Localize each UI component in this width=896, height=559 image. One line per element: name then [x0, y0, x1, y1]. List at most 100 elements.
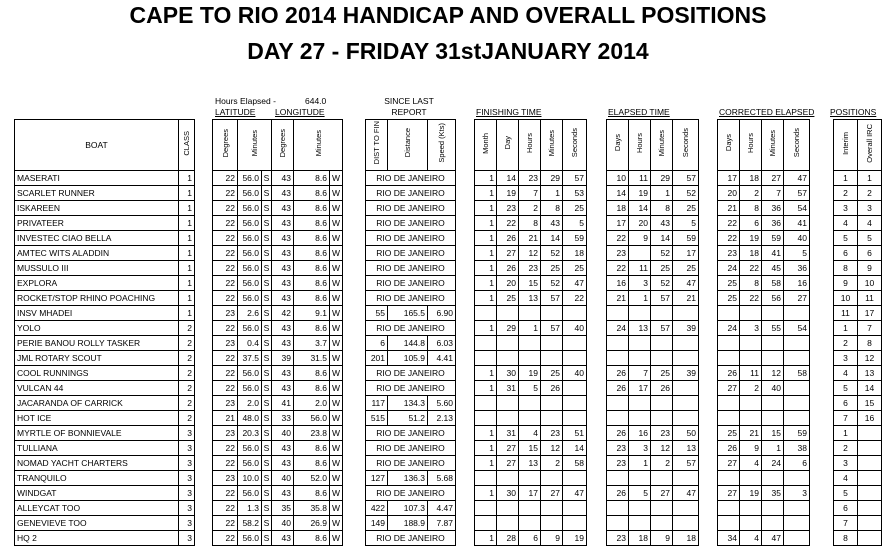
- table-row: [606, 410, 699, 426]
- finish-cell: [562, 305, 587, 321]
- fin-header-label: Month: [481, 132, 490, 154]
- table-row: 22 56.0 S 43 8.6 W: [212, 230, 343, 246]
- table-row: 27 19 35 3: [717, 485, 810, 501]
- elapsed-cell: 17: [672, 245, 699, 261]
- table-row: 22 19 59 40: [717, 230, 810, 246]
- lon-degrees: 43: [271, 260, 294, 276]
- table-row: [474, 335, 587, 351]
- table-row: 22 56.0 S 43 8.6 W: [212, 215, 343, 231]
- finish-cell: [496, 305, 519, 321]
- boat-name: JACARANDA OF CARRICK: [14, 395, 179, 411]
- table-row: 7: [833, 515, 882, 531]
- corrected-cell: [739, 470, 762, 486]
- finish-cell: 25: [562, 200, 587, 216]
- lon-hemisphere: W: [329, 215, 343, 231]
- lon-degrees: 43: [271, 455, 294, 471]
- boat-class: 3: [178, 515, 195, 531]
- corrected-cell: 3: [739, 320, 762, 336]
- boat-name: EXPLORA: [14, 275, 179, 291]
- finish-cell: [496, 395, 519, 411]
- finish-cell: 9: [540, 530, 563, 546]
- lat-minutes: 56.0: [237, 245, 262, 261]
- corrected-cell: [717, 335, 740, 351]
- dist-to-finish: 149: [365, 515, 388, 531]
- lat-minutes: 56.0: [237, 440, 262, 456]
- finish-cell: 15: [518, 275, 541, 291]
- table-row: 22 56.0 S 43 8.6 W: [212, 200, 343, 216]
- table-row: 25 22 56 27: [717, 290, 810, 306]
- finish-cell: [474, 500, 497, 516]
- elapsed-cell: 2: [650, 455, 673, 471]
- corrected-cell: 7: [761, 185, 784, 201]
- corrected-cell: 54: [783, 200, 810, 216]
- boat-name: PRIVATEER: [14, 215, 179, 231]
- finish-cell: 14: [496, 170, 519, 186]
- table-row: 10 11 29 57: [606, 170, 699, 186]
- table-row: [474, 395, 587, 411]
- corrected-cell: 1: [761, 440, 784, 456]
- finish-cell: 5: [518, 380, 541, 396]
- corrected-cell: 18: [739, 245, 762, 261]
- elapsed-cell: [628, 410, 651, 426]
- boat-name: COOL RUNNINGS: [14, 365, 179, 381]
- elapsed-cell: 59: [672, 230, 699, 246]
- lat-minutes: 2.6: [237, 305, 262, 321]
- co-header-2: Minutes: [761, 119, 784, 171]
- boat-class: 1: [178, 230, 195, 246]
- table-row: 24 3 55 54: [717, 320, 810, 336]
- boat-name: MUSSULO III: [14, 260, 179, 276]
- fin-header-1: Day: [496, 119, 519, 171]
- corrected-cell: 2: [739, 380, 762, 396]
- boat-name: ALLEYCAT TOO: [14, 500, 179, 516]
- corrected-cell: 22: [717, 215, 740, 231]
- table-row: RIO DE JANEIRO: [365, 275, 456, 291]
- elapsed-table: Days Hours Minutes Seconds 10 11 29 57 14 19 1 52 18…: [606, 119, 699, 546]
- boat-name: JML ROTARY SCOUT: [14, 350, 179, 366]
- table-row: 5 14: [833, 380, 882, 396]
- lat-hemisphere: S: [261, 215, 272, 231]
- distance-run: 144.8: [387, 335, 428, 351]
- lat-hemisphere: S: [261, 290, 272, 306]
- finish-cell: 4: [518, 425, 541, 441]
- boat-class: 1: [178, 215, 195, 231]
- overall-irc-position: [857, 500, 882, 516]
- elapsed-cell: [672, 335, 699, 351]
- corrected-cell: 18: [739, 170, 762, 186]
- finish-cell: 40: [562, 365, 587, 381]
- lon-hemisphere: W: [329, 485, 343, 501]
- finish-cell: [518, 500, 541, 516]
- lon-minutes: 23.8: [293, 425, 330, 441]
- finish-cell: [540, 500, 563, 516]
- table-row: 27 4 24 6: [717, 455, 810, 471]
- finish-cell: [518, 305, 541, 321]
- overall-irc-position: 12: [857, 350, 882, 366]
- table-row: [606, 470, 699, 486]
- dist-to-finish: RIO DE JANEIRO: [365, 455, 456, 471]
- lat-minutes: 56.0: [237, 320, 262, 336]
- table-row: [717, 335, 810, 351]
- boat-class: 3: [178, 485, 195, 501]
- interim-position: 6: [833, 395, 858, 411]
- lon-degrees: 39: [271, 350, 294, 366]
- el-header-label: Hours: [635, 132, 644, 153]
- corrected-cell: [717, 305, 740, 321]
- finish-cell: 26: [496, 260, 519, 276]
- table-row: 20 2 7 57: [717, 185, 810, 201]
- finish-cell: [518, 395, 541, 411]
- table-row: 117 134.3 5.60: [365, 395, 456, 411]
- boat-name: INVESTEC CIAO BELLA: [14, 230, 179, 246]
- table-row: SCARLET RUNNER 1: [14, 185, 195, 201]
- lat-degrees: 22: [212, 350, 238, 366]
- lon-degrees: 40: [271, 425, 294, 441]
- elapsed-cell: 9: [628, 230, 651, 246]
- finish-cell: 43: [540, 215, 563, 231]
- elapsed-cell: 1: [650, 185, 673, 201]
- finish-cell: 27: [496, 245, 519, 261]
- corrected-cell: 58: [761, 275, 784, 291]
- elapsed-cell: [650, 305, 673, 321]
- table-row: ALLEYCAT TOO 3: [14, 500, 195, 516]
